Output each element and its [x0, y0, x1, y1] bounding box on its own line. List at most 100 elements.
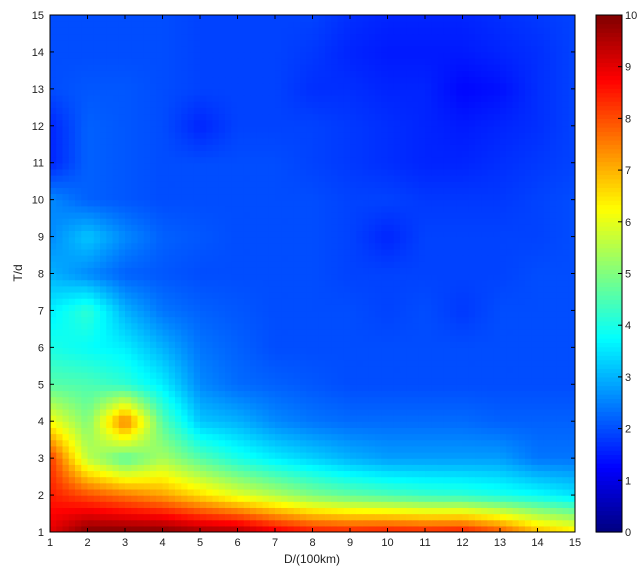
heatmap-cell: [406, 211, 414, 219]
heatmap-cell: [231, 347, 239, 355]
heatmap-cell: [318, 187, 326, 195]
heatmap-cell: [375, 371, 382, 379]
heatmap-cell: [381, 421, 389, 428]
heatmap-cell: [387, 248, 395, 256]
heatmap-cell: [193, 279, 201, 287]
heatmap-cell: [393, 298, 401, 305]
heatmap-cell: [75, 476, 82, 484]
heatmap-cell: [350, 347, 357, 355]
heatmap-cell: [568, 396, 575, 404]
heatmap-cell: [137, 451, 145, 459]
heatmap-cell: [225, 495, 232, 502]
heatmap-cell: [418, 507, 426, 515]
heatmap-cell: [412, 470, 420, 478]
heatmap-cell: [318, 181, 326, 188]
heatmap-cell: [362, 402, 370, 410]
heatmap-cell: [418, 218, 426, 225]
heatmap-cell: [468, 519, 476, 527]
heatmap-cell: [393, 384, 401, 392]
heatmap-cell: [487, 507, 495, 515]
heatmap-cell: [381, 525, 389, 532]
heatmap-cell: [237, 464, 245, 472]
heatmap-cell: [556, 248, 564, 256]
heatmap-cell: [393, 433, 401, 441]
heatmap-cell: [187, 267, 195, 275]
heatmap-cell: [181, 316, 189, 324]
heatmap-cell: [425, 168, 432, 176]
heatmap-cell: [350, 181, 357, 188]
heatmap-cell: [556, 285, 564, 293]
heatmap-cell: [400, 193, 407, 201]
heatmap-cell: [100, 304, 107, 312]
heatmap-cell: [175, 279, 182, 287]
heatmap-cell: [293, 519, 301, 527]
heatmap-cell: [531, 328, 539, 336]
heatmap-cell: [412, 347, 420, 355]
heatmap-cell: [181, 371, 189, 379]
heatmap-cell: [56, 193, 64, 201]
heatmap-cell: [125, 211, 132, 219]
heatmap-cell: [475, 285, 482, 293]
heatmap-cell: [456, 359, 464, 367]
heatmap-cell: [500, 495, 507, 502]
heatmap-cell: [375, 224, 382, 232]
heatmap-cell: [237, 378, 245, 385]
heatmap-cell: [456, 464, 464, 472]
heatmap-cell: [393, 371, 401, 379]
heatmap-cell: [325, 445, 332, 453]
heatmap-cell: [287, 279, 295, 287]
heatmap-cell: [56, 439, 64, 447]
heatmap-cell: [93, 168, 101, 176]
heatmap-cell: [400, 242, 407, 250]
heatmap-cell: [187, 199, 195, 207]
heatmap-cell: [318, 322, 326, 330]
heatmap-cell: [262, 359, 270, 367]
heatmap-cell: [268, 181, 276, 188]
heatmap-cell: [162, 365, 170, 373]
heatmap-cell: [62, 458, 70, 465]
heatmap-cell: [462, 390, 470, 398]
heatmap-cell: [412, 175, 420, 182]
heatmap-cell: [268, 501, 276, 508]
heatmap-cell: [268, 261, 276, 268]
heatmap-cell: [287, 193, 295, 201]
heatmap-cell: [106, 248, 114, 256]
heatmap-cell: [112, 335, 120, 342]
heatmap-cell: [193, 390, 201, 398]
heatmap-cell: [50, 255, 57, 262]
heatmap-cell: [112, 451, 120, 459]
heatmap-cell: [293, 236, 301, 244]
heatmap-cell: [225, 255, 232, 262]
heatmap-cell: [100, 495, 107, 502]
heatmap-cell: [325, 470, 332, 478]
heatmap-cell: [137, 513, 145, 521]
heatmap-cell: [562, 255, 570, 262]
heatmap-cell: [525, 415, 532, 422]
heatmap-cell: [175, 415, 182, 422]
heatmap-cell: [443, 495, 451, 502]
heatmap-cell: [312, 187, 320, 195]
heatmap-cell: [156, 168, 164, 176]
heatmap-cell: [325, 187, 332, 195]
heatmap-cell: [368, 507, 376, 515]
heatmap-cell: [487, 495, 495, 502]
heatmap-cell: [337, 267, 345, 275]
heatmap-cell: [493, 359, 501, 367]
heatmap-cell: [268, 464, 276, 472]
heatmap-cell: [531, 211, 539, 219]
heatmap-cell: [118, 476, 126, 484]
heatmap-cell: [287, 464, 295, 472]
heatmap-cell: [56, 359, 64, 367]
heatmap-cell: [462, 445, 470, 453]
heatmap-cell: [312, 316, 320, 324]
heatmap-cell: [50, 464, 57, 472]
heatmap-cell: [331, 439, 339, 447]
heatmap-cell: [62, 353, 70, 361]
heatmap-cell: [437, 218, 445, 225]
heatmap-cell: [400, 273, 407, 281]
heatmap-cell: [506, 273, 514, 281]
heatmap-cell: [512, 402, 520, 410]
heatmap-cell: [137, 347, 145, 355]
heatmap-cell: [225, 242, 232, 250]
heatmap-cell: [268, 353, 276, 361]
